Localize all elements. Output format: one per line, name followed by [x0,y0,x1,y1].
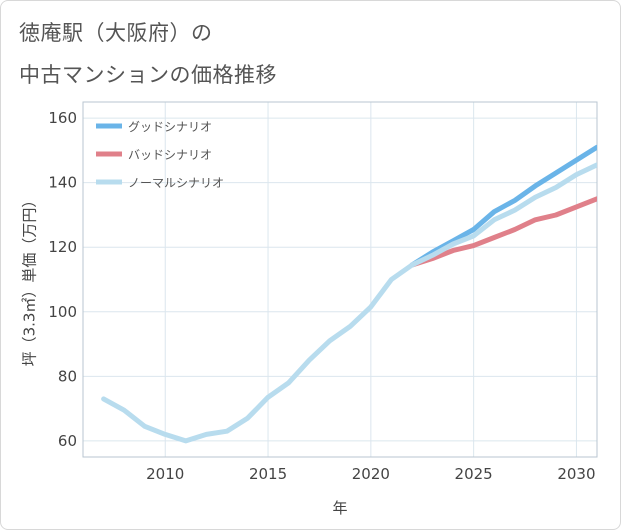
series-line-2 [409,196,597,268]
x-tick-label: 2015 [249,465,287,483]
legend-label: ノーマルシナリオ [128,176,224,190]
series-line-3 [101,162,597,444]
chart-title-line-2: 中古マンションの価格推移 [19,63,277,87]
y-tick-label: 140 [48,174,77,192]
x-axis-title: 年 [332,499,347,517]
series-layer [101,144,597,444]
x-tick-labels: 2010 2015 2020 2025 2030 [146,465,595,483]
legend-label: バッドシナリオ [128,148,212,162]
x-tick-label: 2025 [455,465,493,483]
x-tick-label: 2020 [352,465,390,483]
y-tick-label: 60 [58,432,77,450]
plot-frame [82,101,598,458]
y-tick-label: 80 [58,367,77,385]
series-line-1 [409,144,597,268]
grid [83,102,597,457]
y-axis-title: 坪（3.3㎡）単価（万円） [21,193,39,367]
legend-label: グッドシナリオ [128,120,212,134]
y-tick-label: 120 [48,238,77,256]
chart-title-line-1: 徳庵駅（大阪府）の [19,21,213,45]
x-tick-label: 2030 [557,465,595,483]
y-tick-label: 160 [48,109,77,127]
y-tick-labels: 60 80 100 120 140 160 [48,109,77,450]
x-tick-label: 2010 [146,465,184,483]
y-tick-label: 100 [48,303,77,321]
